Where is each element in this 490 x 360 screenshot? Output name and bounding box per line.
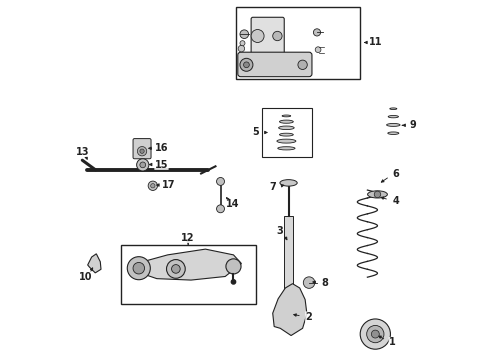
Ellipse shape <box>280 180 297 186</box>
Bar <box>236 7 360 79</box>
Circle shape <box>140 149 144 153</box>
Circle shape <box>137 147 147 156</box>
Text: 4: 4 <box>392 196 399 206</box>
Circle shape <box>303 277 315 288</box>
Text: 12: 12 <box>181 233 195 243</box>
FancyBboxPatch shape <box>133 139 151 159</box>
Text: 13: 13 <box>76 147 89 157</box>
Polygon shape <box>136 249 242 280</box>
Text: 16: 16 <box>155 143 168 153</box>
Ellipse shape <box>368 191 388 198</box>
Circle shape <box>231 280 236 284</box>
Bar <box>284 216 293 297</box>
Circle shape <box>360 319 391 349</box>
Text: 6: 6 <box>392 169 399 179</box>
Circle shape <box>244 62 249 68</box>
Circle shape <box>137 159 149 171</box>
Circle shape <box>226 259 241 274</box>
Circle shape <box>273 31 282 41</box>
Circle shape <box>240 58 253 71</box>
Circle shape <box>315 47 321 53</box>
Circle shape <box>172 265 180 273</box>
Circle shape <box>217 205 224 213</box>
Text: 11: 11 <box>369 37 382 48</box>
Circle shape <box>367 325 384 343</box>
Circle shape <box>217 177 224 185</box>
Ellipse shape <box>279 126 294 130</box>
Circle shape <box>151 184 155 188</box>
Polygon shape <box>273 284 307 336</box>
Text: 14: 14 <box>226 199 240 210</box>
Circle shape <box>133 262 145 274</box>
Circle shape <box>371 330 379 338</box>
Ellipse shape <box>388 116 398 118</box>
Circle shape <box>374 191 381 198</box>
Circle shape <box>240 41 245 46</box>
Text: 15: 15 <box>155 159 168 170</box>
Text: 3: 3 <box>277 226 284 236</box>
Circle shape <box>167 260 185 278</box>
Text: 17: 17 <box>162 180 175 190</box>
Ellipse shape <box>387 123 400 126</box>
Ellipse shape <box>277 139 296 143</box>
Ellipse shape <box>390 108 397 109</box>
Bar <box>262 108 312 157</box>
Circle shape <box>140 162 146 168</box>
Polygon shape <box>88 254 101 273</box>
Text: 2: 2 <box>306 312 312 322</box>
Circle shape <box>298 60 307 69</box>
Ellipse shape <box>282 115 291 117</box>
FancyBboxPatch shape <box>238 52 312 77</box>
Circle shape <box>240 30 248 39</box>
FancyBboxPatch shape <box>251 17 284 55</box>
Circle shape <box>251 30 264 42</box>
Text: 5: 5 <box>252 127 259 138</box>
Ellipse shape <box>279 133 294 136</box>
Ellipse shape <box>278 147 295 150</box>
Text: 1: 1 <box>389 337 396 347</box>
Text: 10: 10 <box>79 273 93 282</box>
Circle shape <box>314 29 320 36</box>
Circle shape <box>148 181 157 190</box>
Text: 8: 8 <box>322 278 329 288</box>
Circle shape <box>238 45 245 52</box>
Circle shape <box>127 257 150 280</box>
Text: 7: 7 <box>270 182 276 192</box>
Ellipse shape <box>388 132 399 135</box>
Bar <box>121 245 256 304</box>
Ellipse shape <box>279 120 294 123</box>
Text: 9: 9 <box>409 120 416 130</box>
